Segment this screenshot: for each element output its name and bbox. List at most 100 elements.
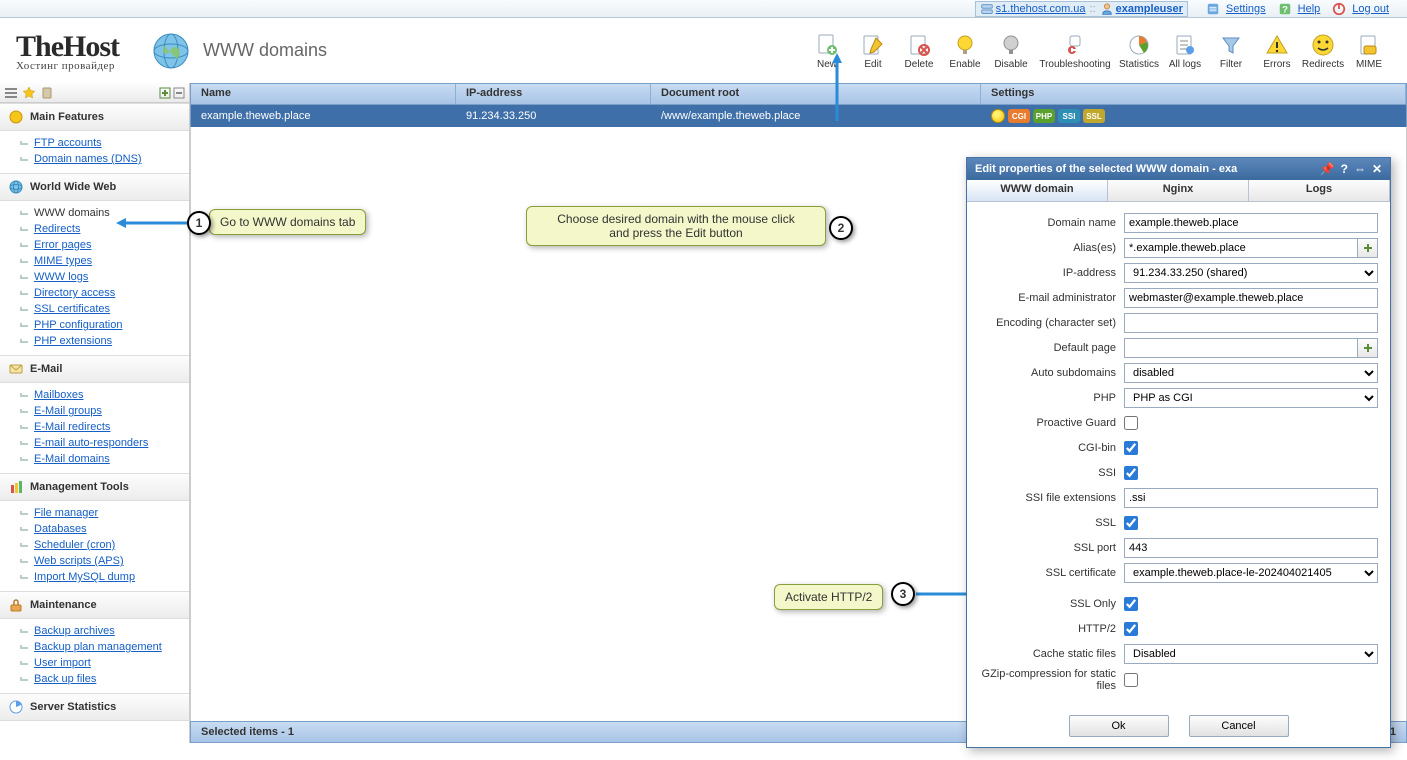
sidebar-item-e-mail-groups[interactable]: E-Mail groups bbox=[0, 403, 189, 419]
disable-button[interactable]: Disable bbox=[989, 28, 1033, 73]
email-field[interactable] bbox=[1124, 288, 1378, 308]
gzip-checkbox[interactable] bbox=[1124, 673, 1138, 687]
sidebar-item-directory-access[interactable]: Directory access bbox=[0, 285, 189, 301]
domain-field[interactable] bbox=[1124, 213, 1378, 233]
dialog-body: Domain nameAlias(es)IP-address91.234.33.… bbox=[967, 202, 1390, 705]
category-maintenance[interactable]: Maintenance bbox=[0, 591, 189, 619]
cancel-button[interactable]: Cancel bbox=[1189, 715, 1289, 737]
alias-add-button[interactable] bbox=[1358, 238, 1378, 258]
category-server-statistics[interactable]: Server Statistics bbox=[0, 693, 189, 721]
list-icon[interactable] bbox=[4, 86, 18, 100]
content: Name IP-address Document root Settings e… bbox=[190, 83, 1407, 743]
defp-add-button[interactable] bbox=[1358, 338, 1378, 358]
sidebar-item-mime-types[interactable]: MIME types bbox=[0, 253, 189, 269]
defp-field[interactable] bbox=[1124, 338, 1358, 358]
close-icon[interactable]: ✕ bbox=[1372, 162, 1382, 176]
sidebar-item-www-logs[interactable]: WWW logs bbox=[0, 269, 189, 285]
sslport-field[interactable] bbox=[1124, 538, 1378, 558]
clipboard-icon[interactable] bbox=[40, 86, 54, 100]
ok-button[interactable]: Ok bbox=[1069, 715, 1169, 737]
category-world-wide-web[interactable]: World Wide Web bbox=[0, 173, 189, 201]
pin-icon[interactable]: 📌 bbox=[1320, 162, 1335, 176]
col-root[interactable]: Document root bbox=[651, 84, 981, 104]
tab-www-domain[interactable]: WWW domain bbox=[967, 180, 1108, 201]
category-main-features[interactable]: Main Features bbox=[0, 103, 189, 131]
sidebar-item-scheduler-cron-[interactable]: Scheduler (cron) bbox=[0, 537, 189, 553]
auto-select[interactable]: disabled bbox=[1124, 363, 1378, 383]
redirects-button[interactable]: Redirects bbox=[1301, 28, 1345, 73]
settings-icon bbox=[1206, 2, 1220, 16]
sidebar-item-e-mail-auto-responders[interactable]: E-mail auto-responders bbox=[0, 435, 189, 451]
step-2: 2 bbox=[829, 216, 853, 240]
http2-checkbox[interactable] bbox=[1124, 622, 1138, 636]
col-name[interactable]: Name bbox=[191, 84, 456, 104]
sidebar-item-web-scripts-aps-[interactable]: Web scripts (APS) bbox=[0, 553, 189, 569]
category-management-tools[interactable]: Management Tools bbox=[0, 473, 189, 501]
sidebar-item-ftp-accounts[interactable]: FTP accounts bbox=[0, 135, 189, 151]
sidebar-item-import-mysql-dump[interactable]: Import MySQL dump bbox=[0, 569, 189, 585]
sidebar-item-php-configuration[interactable]: PHP configuration bbox=[0, 317, 189, 333]
sslonly-checkbox[interactable] bbox=[1124, 597, 1138, 611]
ssi-checkbox[interactable] bbox=[1124, 466, 1138, 480]
php-select[interactable]: PHP as CGI bbox=[1124, 388, 1378, 408]
resize-icon[interactable]: ⇔ bbox=[1354, 162, 1366, 176]
alllogs-button[interactable]: All logs bbox=[1163, 28, 1207, 73]
collapse-icon[interactable] bbox=[173, 87, 185, 99]
sidebar-item-databases[interactable]: Databases bbox=[0, 521, 189, 537]
sidebar-item-domain-names-dns-[interactable]: Domain names (DNS) bbox=[0, 151, 189, 167]
sidebar-item-backup-archives[interactable]: Backup archives bbox=[0, 623, 189, 639]
server-icon bbox=[980, 2, 994, 16]
sidebar: Main Features FTP accountsDomain names (D… bbox=[0, 83, 190, 743]
col-settings[interactable]: Settings bbox=[981, 84, 1406, 104]
sidebar-item-backup-plan-management[interactable]: Backup plan management bbox=[0, 639, 189, 655]
filter-button[interactable]: Filter bbox=[1209, 28, 1253, 73]
sidebar-item-e-mail-redirects[interactable]: E-Mail redirects bbox=[0, 419, 189, 435]
pguard-checkbox[interactable] bbox=[1124, 416, 1138, 430]
star-icon[interactable] bbox=[22, 86, 36, 100]
help-icon: ? bbox=[1278, 2, 1292, 16]
badge-ssl: SSL bbox=[1083, 109, 1105, 123]
logout-icon bbox=[1332, 2, 1346, 16]
tab-nginx[interactable]: Nginx bbox=[1108, 180, 1249, 201]
ip-select[interactable]: 91.234.33.250 (shared) bbox=[1124, 263, 1378, 283]
help-link[interactable]: Help bbox=[1298, 3, 1321, 15]
edit-button[interactable]: Edit bbox=[851, 28, 895, 73]
ssl-checkbox[interactable] bbox=[1124, 516, 1138, 530]
errors-button[interactable]: Errors bbox=[1255, 28, 1299, 73]
sidebar-item-e-mail-domains[interactable]: E-Mail domains bbox=[0, 451, 189, 467]
top-user[interactable]: exampleuser bbox=[1116, 3, 1183, 15]
encoding-field[interactable] bbox=[1124, 313, 1378, 333]
logout-link[interactable]: Log out bbox=[1352, 3, 1389, 15]
mime-button[interactable]: MIME bbox=[1347, 28, 1391, 73]
expand-icon[interactable] bbox=[159, 87, 171, 99]
badge-ssi: SSI bbox=[1058, 109, 1080, 123]
tab-logs[interactable]: Logs bbox=[1249, 180, 1390, 201]
statistics-button[interactable]: Statistics bbox=[1117, 28, 1161, 73]
sidebar-item-mailboxes[interactable]: Mailboxes bbox=[0, 387, 189, 403]
enable-button[interactable]: Enable bbox=[943, 28, 987, 73]
logo: TheHost Хостинг провайдер bbox=[16, 30, 119, 72]
sidebar-item-file-manager[interactable]: File manager bbox=[0, 505, 189, 521]
troubleshooting-button[interactable]: Troubleshooting bbox=[1035, 28, 1115, 73]
help-dlg-icon[interactable]: ? bbox=[1341, 162, 1348, 176]
arrow-1 bbox=[116, 217, 194, 229]
sidebar-item-php-extensions[interactable]: PHP extensions bbox=[0, 333, 189, 349]
svg-text:?: ? bbox=[1282, 4, 1288, 15]
sidebar-item-ssl-certificates[interactable]: SSL certificates bbox=[0, 301, 189, 317]
sslcert-select[interactable]: example.theweb.place-le-202404021405 bbox=[1124, 563, 1378, 583]
edit-dialog: Edit properties of the selected WWW doma… bbox=[966, 157, 1391, 748]
ssiext-field[interactable] bbox=[1124, 488, 1378, 508]
cache-select[interactable]: Disabled bbox=[1124, 644, 1378, 664]
alias-field[interactable] bbox=[1124, 238, 1358, 258]
table-row[interactable]: example.theweb.place 91.234.33.250 /www/… bbox=[190, 105, 1407, 127]
settings-link[interactable]: Settings bbox=[1226, 3, 1266, 15]
delete-button[interactable]: Delete bbox=[897, 28, 941, 73]
dialog-tabs: WWW domainNginxLogs bbox=[967, 180, 1390, 202]
sidebar-item-user-import[interactable]: User import bbox=[0, 655, 189, 671]
sidebar-item-error-pages[interactable]: Error pages bbox=[0, 237, 189, 253]
sidebar-item-back-up-files[interactable]: Back up files bbox=[0, 671, 189, 687]
cgi-checkbox[interactable] bbox=[1124, 441, 1138, 455]
col-ip[interactable]: IP-address bbox=[456, 84, 651, 104]
category-e-mail[interactable]: E-Mail bbox=[0, 355, 189, 383]
dialog-title-bar[interactable]: Edit properties of the selected WWW doma… bbox=[967, 158, 1390, 180]
